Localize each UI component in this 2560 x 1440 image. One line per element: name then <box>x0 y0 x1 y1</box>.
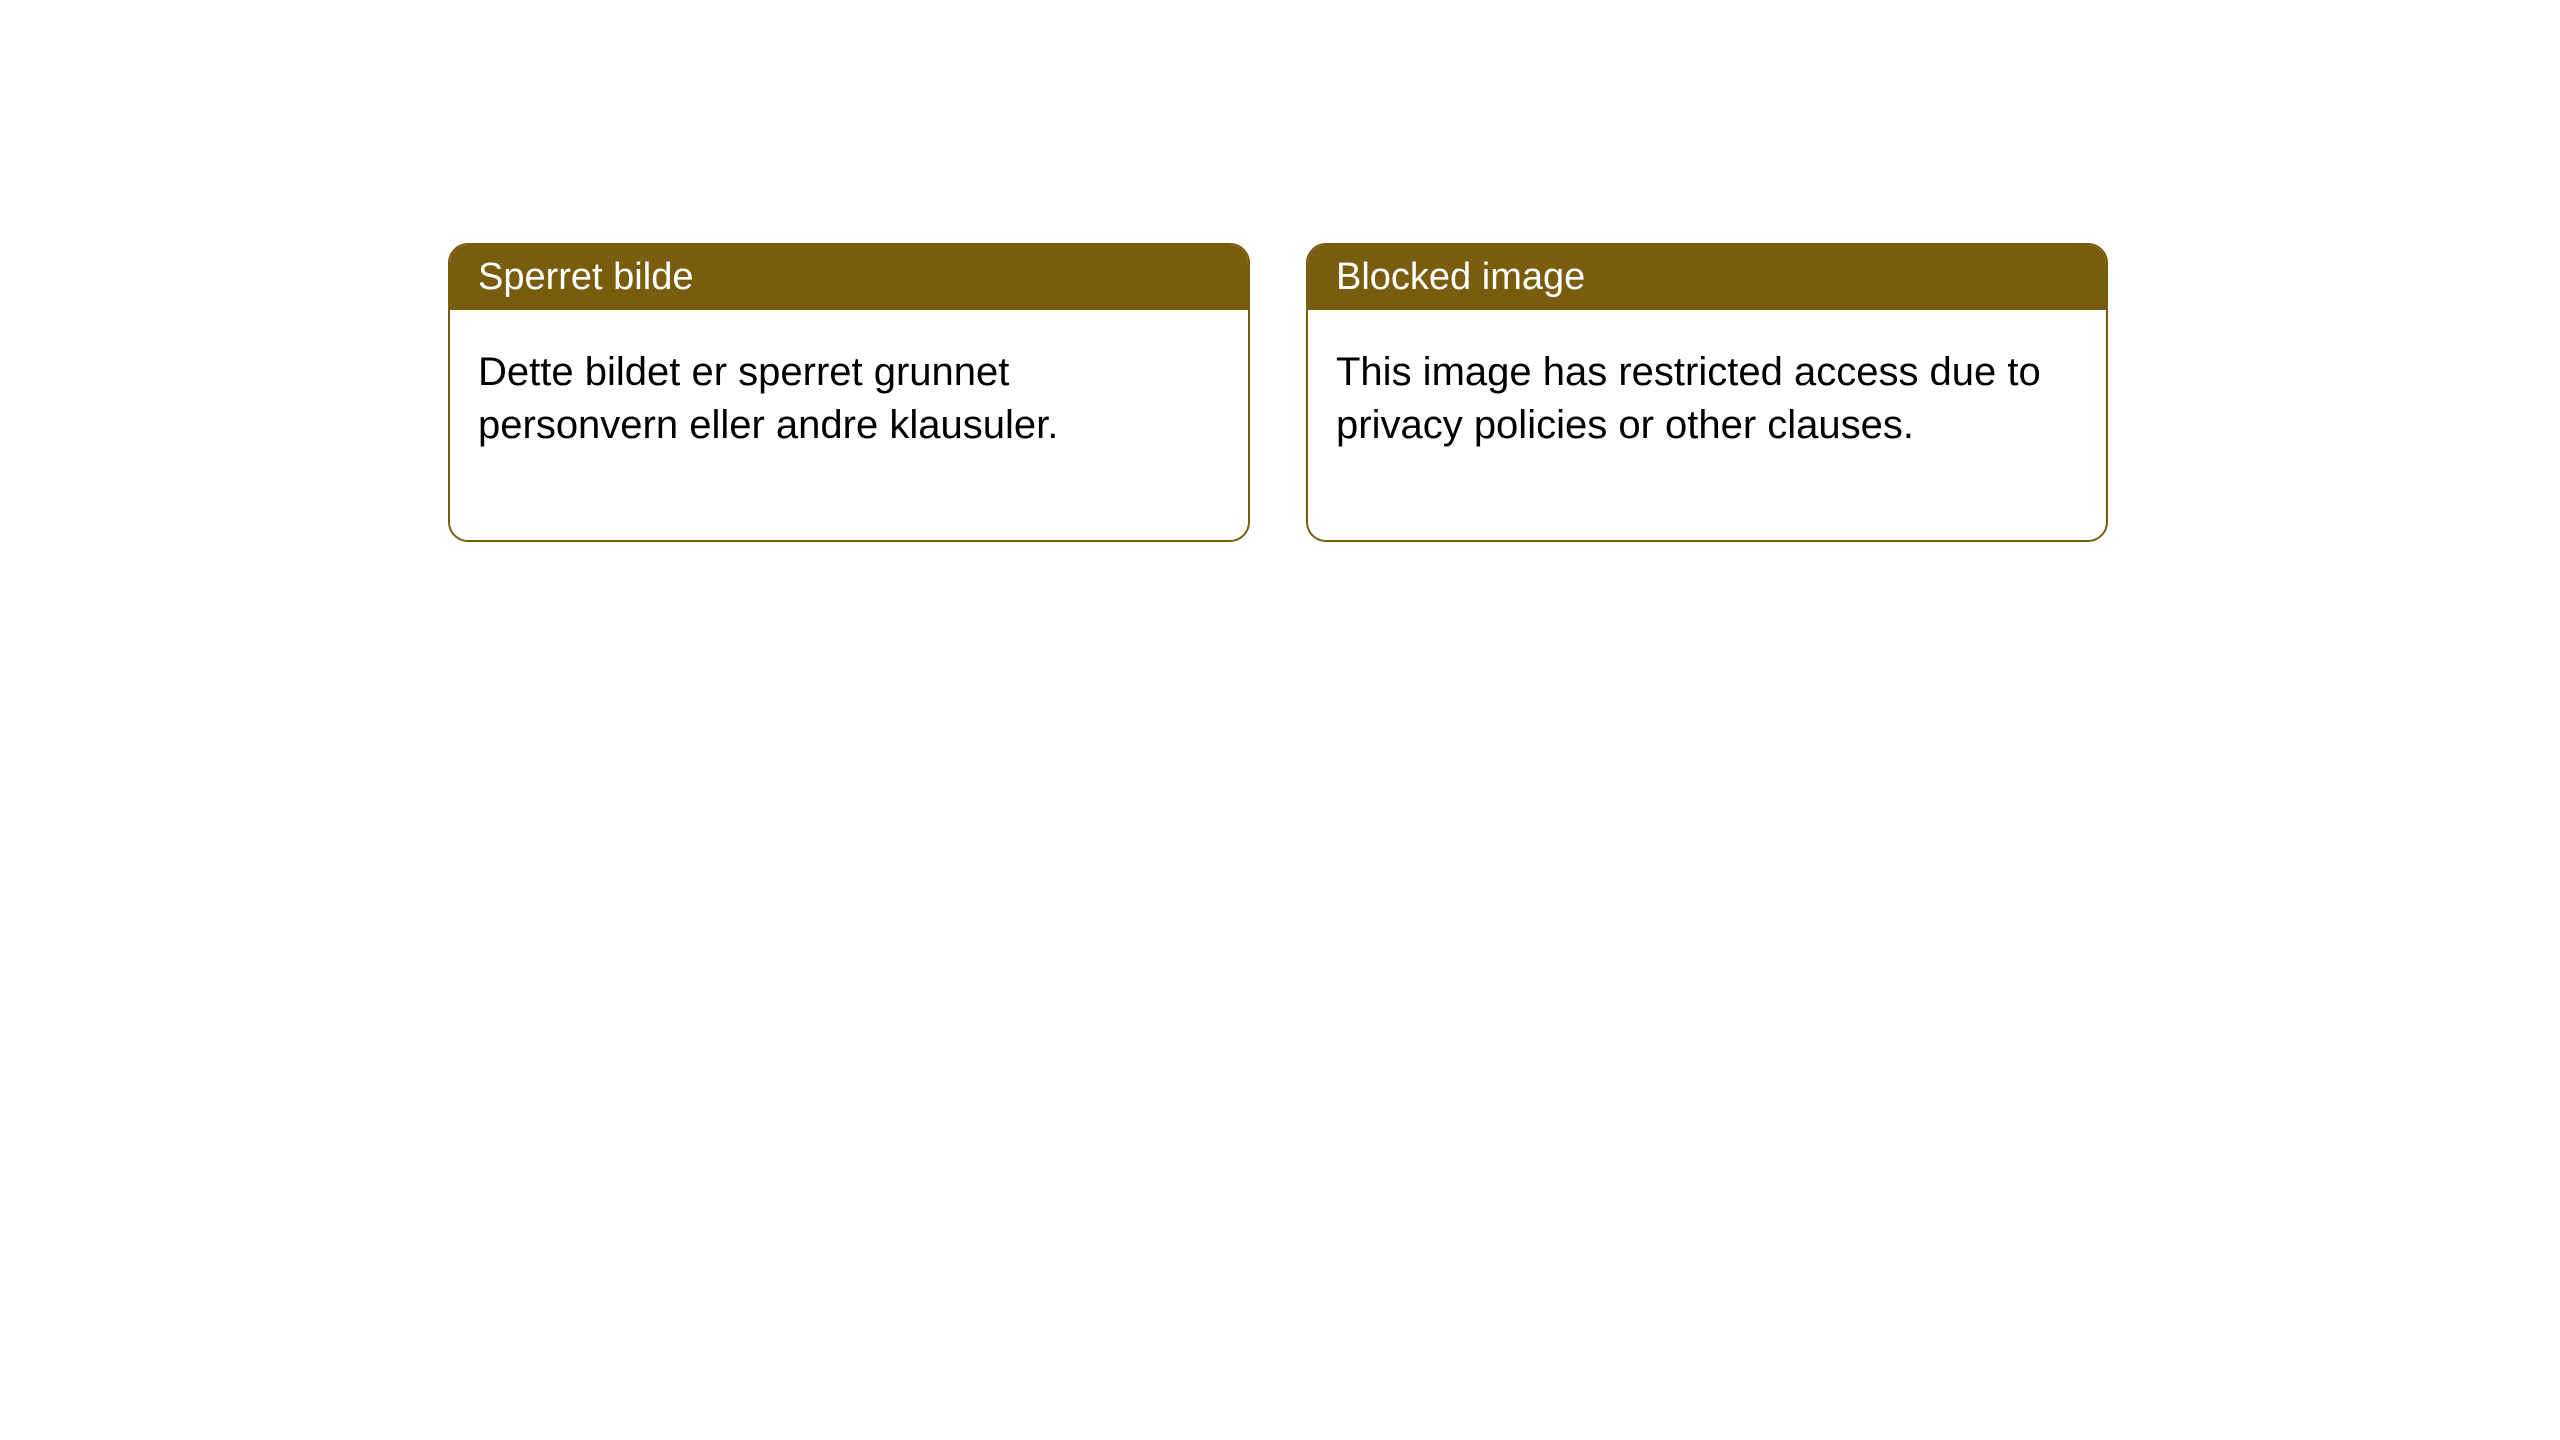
notice-header: Blocked image <box>1308 245 2106 310</box>
notice-cards-container: Sperret bilde Dette bildet er sperret gr… <box>448 243 2108 542</box>
notice-card-english: Blocked image This image has restricted … <box>1306 243 2108 542</box>
notice-card-norwegian: Sperret bilde Dette bildet er sperret gr… <box>448 243 1250 542</box>
notice-body: Dette bildet er sperret grunnet personve… <box>450 310 1248 540</box>
notice-header: Sperret bilde <box>450 245 1248 310</box>
notice-body: This image has restricted access due to … <box>1308 310 2106 540</box>
